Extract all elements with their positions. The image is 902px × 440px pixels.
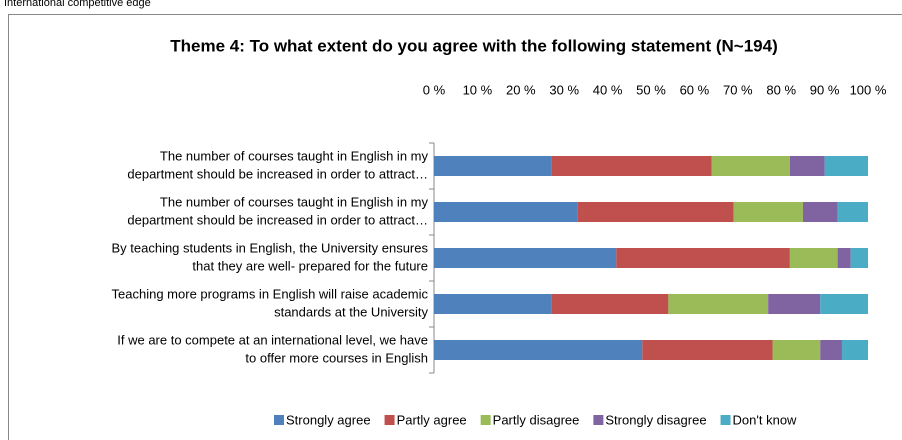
x-tick-label: 70 % — [723, 82, 753, 97]
y-tick-label: If we are to compete at an international… — [117, 332, 428, 347]
bar-segment — [434, 202, 578, 222]
bar-segment — [434, 340, 643, 360]
bar-segment — [616, 248, 790, 268]
y-tick-label: department should be increased in order … — [127, 166, 428, 181]
bar-segment — [837, 248, 851, 268]
bar-segment — [850, 248, 868, 268]
y-tick-label: standards at the University — [274, 304, 428, 319]
x-tick-label: 20 % — [506, 82, 536, 97]
legend-swatch — [384, 415, 395, 425]
x-tick-label: 10 % — [463, 82, 493, 97]
bar-segment — [668, 294, 769, 314]
y-tick-label: Teaching more programs in English will r… — [112, 286, 429, 301]
y-tick-label: The number of courses taught in English … — [160, 148, 429, 163]
bar-segment — [711, 156, 790, 176]
legend-label: Don't know — [733, 412, 798, 427]
x-tick-label: 40 % — [593, 82, 623, 97]
bar-segment — [772, 340, 821, 360]
bar-segment — [837, 202, 868, 222]
x-tick-label: 80 % — [766, 82, 796, 97]
bar-segment — [820, 340, 842, 360]
x-tick-label: 90 % — [810, 82, 840, 97]
bar-segment — [841, 340, 868, 360]
y-tick-label: The number of courses taught in English … — [160, 194, 429, 209]
bar-segment — [820, 294, 868, 314]
bar-segment — [789, 156, 825, 176]
x-tick-label: 60 % — [680, 82, 710, 97]
bar-segment — [551, 156, 712, 176]
chart-frame — [8, 14, 902, 440]
x-tick-label: 0 % — [423, 82, 446, 97]
legend-label: Strongly disagree — [605, 412, 706, 427]
legend-label: Strongly agree — [286, 412, 371, 427]
y-tick-label: to offer more courses in English — [245, 350, 428, 365]
legend-label: Partly agree — [397, 412, 467, 427]
bar-segment — [434, 156, 552, 176]
bar-segment — [434, 248, 617, 268]
legend-label: Partly disagree — [493, 412, 580, 427]
bar-segment — [768, 294, 821, 314]
bar-segment — [434, 294, 552, 314]
bar-segment — [642, 340, 773, 360]
y-tick-label: By teaching students in English, the Uni… — [111, 240, 428, 255]
legend-swatch — [593, 415, 604, 425]
x-tick-label: 30 % — [549, 82, 579, 97]
x-tick-label: 100 % — [850, 82, 887, 97]
chart-title: Theme 4: To what extent do you agree wit… — [170, 36, 778, 55]
legend-swatch — [480, 415, 491, 425]
bar-segment — [824, 156, 868, 176]
y-tick-label: department should be increased in order … — [127, 212, 428, 227]
legend-swatch — [274, 415, 284, 425]
legend-swatch — [720, 415, 731, 425]
caption: International competitive edge — [4, 0, 151, 9]
x-tick-label: 50 % — [636, 82, 666, 97]
bar-segment — [551, 294, 669, 314]
bar-segment — [577, 202, 734, 222]
bar-segment — [733, 202, 803, 222]
bar-segment — [802, 202, 838, 222]
y-tick-label: that they are well- prepared for the fut… — [192, 258, 428, 273]
bar-segment — [789, 248, 838, 268]
